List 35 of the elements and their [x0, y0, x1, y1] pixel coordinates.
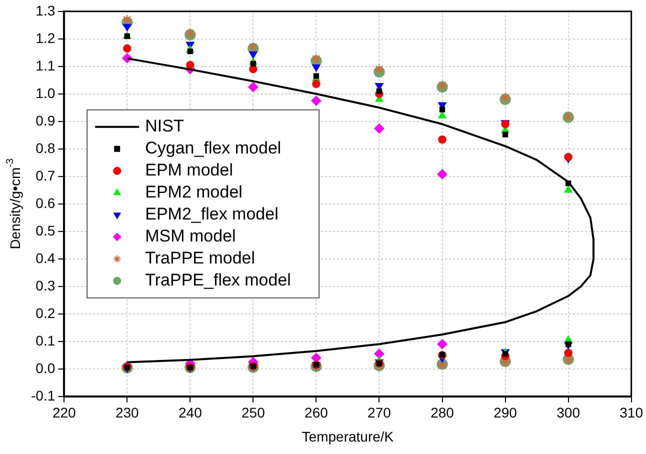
legend-label: EPM2 model	[145, 182, 242, 202]
x-tick-label: 310	[620, 404, 644, 421]
y-tick-label: 0.0	[36, 360, 56, 376]
x-tick-label: 300	[556, 404, 580, 421]
x-axis-title: Temperature/K	[302, 428, 394, 444]
legend-label: EPM2_flex model	[145, 204, 278, 224]
y-tick-label: 1.0	[36, 84, 56, 101]
legend-label: EPM model	[145, 160, 233, 180]
y-tick-label: 1.1	[36, 57, 56, 74]
x-tick-label: 240	[178, 404, 202, 421]
y-tick-label: 1.3	[36, 2, 56, 18]
y-tick-label: 1.2	[36, 30, 56, 46]
y-tick-label: 0.8	[36, 140, 56, 156]
x-tick-label: 290	[494, 404, 518, 421]
y-tick-label: 0.4	[36, 250, 56, 266]
y-axis-title: Density/g•cm-3	[4, 158, 23, 250]
x-tick-label: 270	[368, 404, 392, 421]
legend-label: MSM model	[145, 226, 236, 246]
y-tick-label: 0.2	[36, 304, 56, 321]
y-tick-label: 0.6	[36, 194, 56, 211]
legend-label: TraPPE model	[145, 248, 256, 268]
x-tick-label: 230	[115, 404, 140, 421]
y-tick-label: 0.5	[36, 222, 56, 238]
x-tick-label: 220	[52, 404, 76, 421]
legend-label: Cygan_flex model	[145, 138, 282, 158]
y-tick-label: 0.1	[36, 332, 56, 348]
y-tick-label: 0.7	[36, 167, 56, 184]
legend-label: TraPPE_flex model	[145, 270, 291, 290]
legend-label: NIST	[145, 116, 184, 136]
x-tick-label: 250	[242, 404, 266, 421]
y-tick-label: -0.1	[31, 387, 56, 404]
y-tick-label: 0.9	[36, 112, 56, 128]
x-tick-label: 280	[430, 404, 454, 421]
y-tick-label: 0.3	[36, 277, 56, 294]
x-tick-label: 260	[304, 404, 328, 421]
